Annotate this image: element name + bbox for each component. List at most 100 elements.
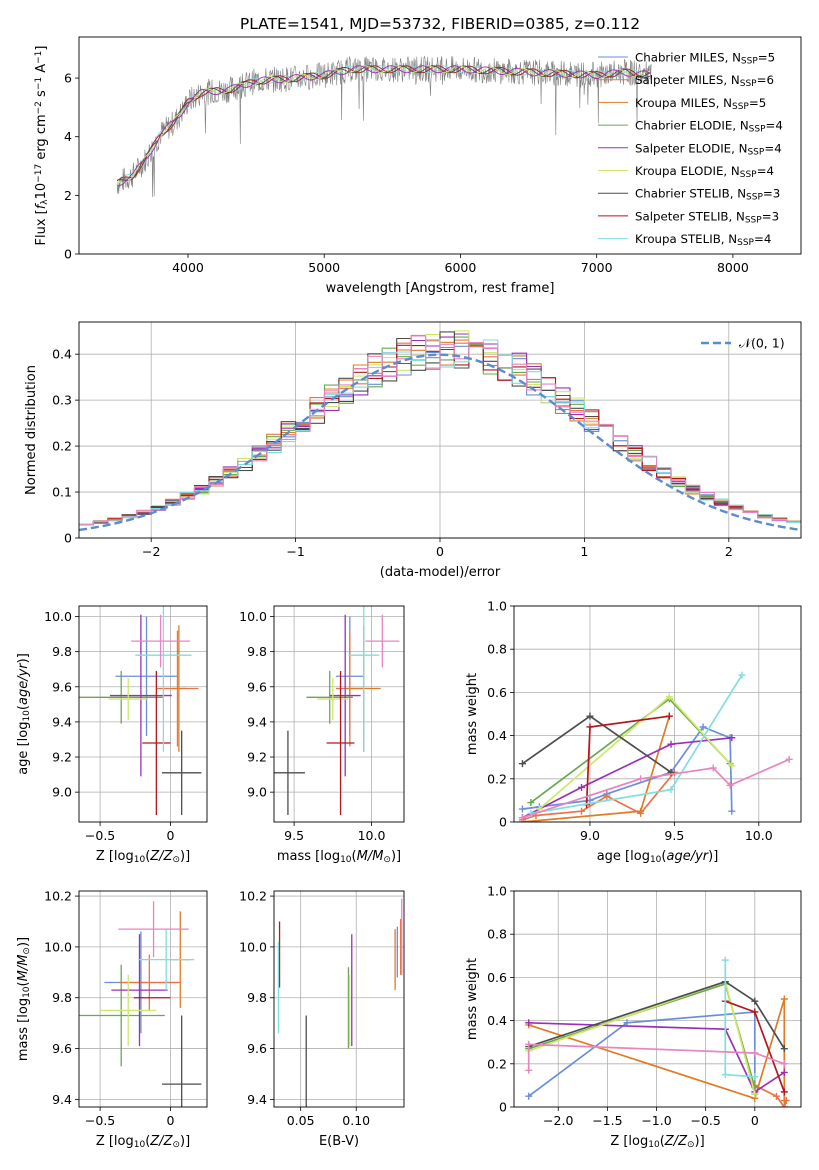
y-tick-label: 6 — [64, 71, 72, 86]
weight-point-marker — [728, 734, 736, 742]
x-tick-label: −0.5 — [690, 1113, 720, 1128]
y-tick-label: 0.4 — [487, 728, 507, 743]
legend-label-part: Kroupa MILES, N — [635, 96, 732, 110]
x-tick-label: 1 — [580, 544, 588, 559]
y-tick-label: 9.6 — [247, 1041, 267, 1056]
y-tick-label: 1.0 — [487, 599, 507, 614]
mass-vs-ebv-panel: 0.05 0.10 9.4 9.6 9.8 10.0 10.2 E(B-V) — [239, 889, 405, 1149]
plot-area — [277, 898, 403, 1107]
x-axis-label-part: age [log — [597, 849, 650, 864]
y-tick-label: 0.2 — [487, 771, 507, 786]
y-tick-label: 0.8 — [487, 642, 507, 657]
legend-label: 𝒩(0, 1) — [739, 336, 785, 351]
x-tick-label: 7000 — [581, 260, 613, 275]
legend-label-part: Chabrier MILES, N — [635, 51, 741, 65]
legend-label-part: Salpeter ELODIE, N — [635, 141, 747, 155]
y-axis-label-part: )] — [16, 937, 31, 947]
legend-label: Salpeter STELIB, NSSP=3 — [635, 209, 779, 225]
y-tick-label: 9.4 — [52, 714, 72, 729]
y-tick-label: 9.6 — [52, 1041, 72, 1056]
y-tick-label: 10.0 — [239, 609, 267, 624]
y-tick-label: 0.3 — [52, 393, 72, 408]
y-tick-label: 0 — [499, 815, 507, 830]
figure-title: PLATE=1541, MJD=53732, FIBERID=0385, z=0… — [240, 15, 640, 33]
axes-frame — [513, 605, 802, 823]
weight-point-marker — [751, 1090, 759, 1098]
x-axis-label-part: )] — [180, 849, 190, 864]
weight-point-marker — [586, 712, 594, 720]
normal-distribution-curve — [79, 353, 801, 532]
x-axis-label-part: 10 — [340, 855, 352, 865]
x-tick-label: 0 — [166, 828, 174, 843]
plot-area — [116, 55, 652, 198]
x-axis-label-part: age/yr — [666, 849, 709, 864]
y-tick-label: 10.0 — [44, 939, 72, 954]
axes-frame — [78, 890, 208, 1108]
x-axis-label-part: ⊙ — [383, 855, 391, 865]
x-tick-label: 2 — [725, 544, 733, 559]
y-tick-label: 9.6 — [247, 679, 267, 694]
observed-spectrum-line — [116, 55, 652, 198]
plot-area — [79, 606, 202, 815]
legend-label-part: =6 — [757, 73, 774, 87]
weight-series-line — [527, 1043, 785, 1071]
y-tick-label: 0.4 — [487, 1013, 507, 1028]
x-tick-label: −1.5 — [592, 1113, 622, 1128]
axes-frame — [513, 890, 802, 1108]
x-tick-label: −2 — [142, 544, 160, 559]
weight-point-marker — [637, 807, 645, 815]
weight-point-marker — [518, 760, 526, 768]
x-tick-label: 0 — [436, 544, 444, 559]
y-tick-label: 0 — [499, 1100, 507, 1115]
x-axis-label: Z [log10(Z/Z⊙)] — [610, 1134, 704, 1150]
legend-label-part: =4 — [764, 141, 781, 155]
x-axis-label-part: )] — [391, 849, 401, 864]
legend-label-part: Salpeter MILES, N — [635, 73, 740, 87]
y-axis-label: mass weight — [465, 958, 480, 1040]
x-axis-label-part: wavelength [Angstrom, rest frame] — [326, 281, 555, 296]
x-axis-label-part: )] — [180, 1134, 190, 1149]
y-tick-label: 10.0 — [44, 609, 72, 624]
y-axis-label-part: A — [34, 64, 49, 77]
x-tick-label: 10.0 — [745, 828, 773, 843]
weight-point-marker — [728, 762, 736, 770]
x-axis-label-part: M/M — [357, 849, 384, 864]
weight-point-marker — [780, 1097, 788, 1105]
y-tick-label: 9.8 — [247, 644, 267, 659]
legend-label: Salpeter ELODIE, NSSP=4 — [635, 141, 782, 157]
weight-point-marker — [780, 995, 788, 1003]
weight-point-marker — [578, 807, 586, 815]
y-axis-label-part: age/yr — [16, 662, 31, 705]
weight-point-marker — [726, 781, 734, 789]
y-axis-label-part: 10 — [22, 710, 32, 722]
y-axis-label-part: age [log — [16, 722, 31, 775]
x-axis-label-part: mass [log — [277, 849, 340, 864]
legend-label: Salpeter MILES, NSSP=6 — [635, 73, 774, 89]
y-tick-label: 9.0 — [247, 785, 267, 800]
axes-frame — [78, 36, 802, 255]
x-tick-label: 0 — [751, 1113, 759, 1128]
x-axis-label: E(B-V) — [319, 1134, 359, 1149]
legend-label-part: SSP — [732, 102, 749, 112]
x-tick-label: 0 — [166, 1113, 174, 1128]
y-axis-label: mass [log10(M/M⊙)] — [16, 937, 32, 1061]
legend-label-part: Chabrier STELIB, N — [635, 187, 746, 201]
legend-label-part: =3 — [762, 209, 779, 223]
x-tick-label: −2.0 — [543, 1113, 573, 1128]
weight-point-marker — [525, 1040, 533, 1048]
y-tick-label: 0.6 — [487, 970, 507, 985]
y-axis-label-part: −2 — [34, 101, 44, 114]
y-axis-label-part: mass weight — [465, 958, 480, 1040]
x-axis-label: (data-model)/error — [380, 565, 501, 580]
legend-label-part: SSP — [746, 193, 763, 203]
y-tick-label: 1.0 — [487, 884, 507, 899]
y-axis-label-part: ( — [16, 981, 31, 986]
weight-series-line — [528, 980, 786, 1050]
x-axis-label-part: ⊙ — [172, 1140, 180, 1150]
x-tick-label: 10.0 — [358, 828, 386, 843]
legend-label: Kroupa ELODIE, NSSP=4 — [635, 164, 774, 180]
legend-label-part: SSP — [745, 216, 762, 226]
weight-point-marker — [709, 764, 717, 772]
x-axis-label-part: Z/Z — [149, 1134, 173, 1149]
